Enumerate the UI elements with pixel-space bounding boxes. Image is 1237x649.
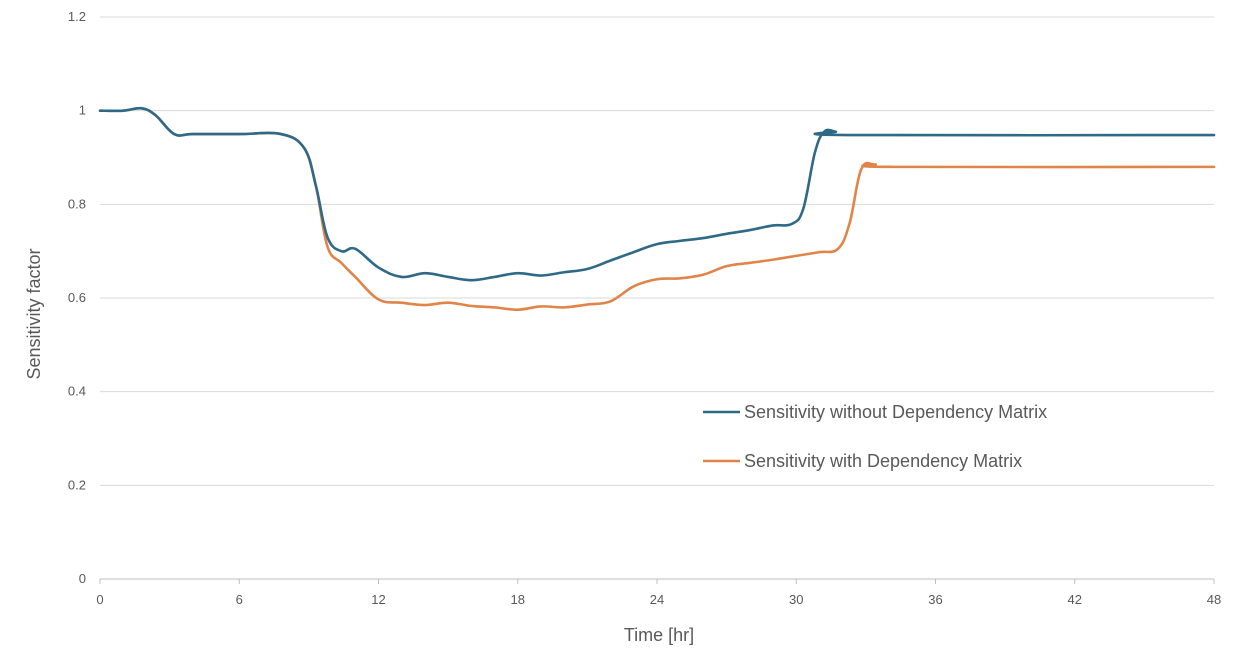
x-tick-label: 12: [371, 592, 385, 607]
legend: Sensitivity without Dependency Matrix Se…: [703, 402, 1047, 471]
x-tick-label: 48: [1207, 592, 1221, 607]
y-tick-label: 0.6: [68, 290, 86, 305]
y-tick-label: 0.8: [68, 196, 86, 211]
y-tick-label: 1: [79, 103, 86, 118]
axes: 0 0.2 0.4 0.6 0.8 1 1.2 0 6 12 18 24 30 36 42 48: [68, 9, 1221, 607]
x-tick-label: 42: [1068, 592, 1082, 607]
x-tick-label: 24: [650, 592, 664, 607]
y-tick-label: 0.4: [68, 384, 86, 399]
gridlines: [100, 16, 1214, 486]
x-tick-label: 36: [928, 592, 942, 607]
series-line-with-matrix: [98, 106, 1216, 312]
y-tick-label: 1.2: [68, 9, 86, 24]
legend-label-with-matrix: Sensitivity with Dependency Matrix: [744, 451, 1022, 471]
legend-label-without-matrix: Sensitivity without Dependency Matrix: [744, 402, 1047, 422]
series-line-without-matrix: [98, 106, 1216, 282]
x-axis-title: Time [hr]: [624, 625, 694, 645]
y-axis-title: Sensitivity factor: [24, 248, 44, 379]
y-tick-label: 0.2: [68, 477, 86, 492]
x-tick-label: 6: [236, 592, 243, 607]
y-tick-label: 0: [79, 571, 86, 586]
x-tick-label: 18: [511, 592, 525, 607]
series-lines: [98, 106, 1216, 312]
x-tick-label: 0: [96, 592, 103, 607]
x-tick-label: 30: [789, 592, 803, 607]
